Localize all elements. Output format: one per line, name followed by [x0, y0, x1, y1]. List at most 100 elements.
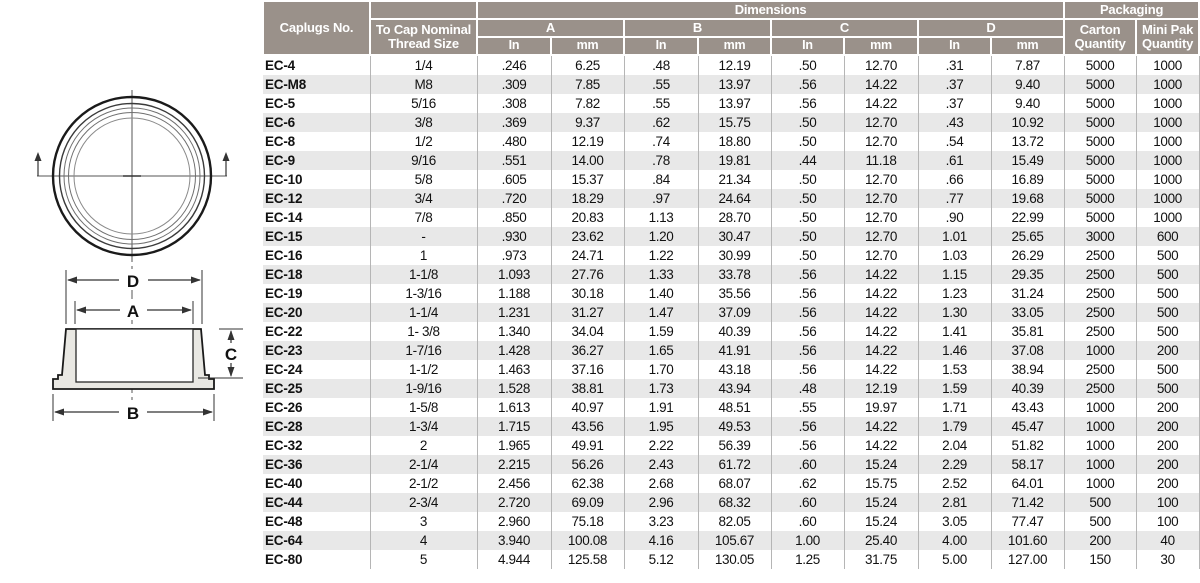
c-in-cell: .48 [771, 379, 845, 398]
table-header: Caplugs No. Dimensions Packaging To Cap … [262, 0, 1200, 56]
minipak-qty-cell: 1000 [1136, 75, 1200, 94]
b-mm-cell: 18.80 [698, 132, 772, 151]
c-mm-cell: 19.97 [844, 398, 919, 417]
b-in-cell: .74 [624, 132, 699, 151]
d-mm-cell: 26.29 [991, 246, 1065, 265]
c-mm-cell: 14.22 [844, 284, 919, 303]
a-mm-cell: 24.71 [551, 246, 625, 265]
cap-technical-drawing: D A C B [34, 90, 243, 423]
d-in-cell: .90 [918, 208, 992, 227]
minipak-qty-cell: 500 [1136, 246, 1200, 265]
caplugs-no-cell: EC-16 [263, 246, 371, 265]
thread-size-cell: 3/4 [370, 189, 478, 208]
d-in-cell: 3.05 [918, 512, 992, 531]
c-in-cell: .56 [771, 322, 845, 341]
minipak-qty-cell: 1000 [1136, 94, 1200, 113]
d-mm-cell: 7.87 [991, 55, 1065, 75]
table-row: EC-9 9/16.551 14.00.78 19.81.44 11.18.61 15.4… [263, 151, 1200, 170]
carton-qty-cell: 2500 [1064, 379, 1137, 398]
carton-qty-cell: 500 [1064, 512, 1137, 531]
table-row: EC-25 1-9/16 1.528 38.81 1.73 43.94.48 12.19 1.… [263, 379, 1200, 398]
header-unit-a-in: In [476, 36, 552, 56]
a-mm-cell: 36.27 [551, 341, 625, 360]
c-mm-cell: 12.70 [844, 170, 919, 189]
a-mm-cell: 38.81 [551, 379, 625, 398]
b-mm-cell: 43.18 [698, 360, 772, 379]
table-row: EC-44 2-3/4 2.720 69.09 2.96 68.32.60 15.24 2.8… [263, 493, 1200, 512]
thread-size-cell: 9/16 [370, 151, 478, 170]
minipak-qty-cell: 500 [1136, 284, 1200, 303]
b-mm-cell: 37.09 [698, 303, 772, 322]
a-in-cell: .551 [477, 151, 552, 170]
c-mm-cell: 14.22 [844, 417, 919, 436]
a-mm-cell: 23.62 [551, 227, 625, 246]
a-in-cell: .369 [477, 113, 552, 132]
caplugs-no-cell: EC-19 [263, 284, 371, 303]
a-in-cell: .973 [477, 246, 552, 265]
section-cut-arrow-right [222, 152, 230, 176]
table-row: EC-15- .930 23.62 1.20 30.47.50 12.70 1.01 25.6… [263, 227, 1200, 246]
d-mm-cell: 9.40 [991, 75, 1065, 94]
caplugs-no-cell: EC-25 [263, 379, 371, 398]
d-mm-cell: 31.24 [991, 284, 1065, 303]
table-row: EC-4 1/4.246 6.25.48 12.19.50 12.70.31 7.87 50… [263, 55, 1200, 75]
caplugs-no-cell: EC-40 [263, 474, 371, 493]
caplugs-no-cell: EC-44 [263, 493, 371, 512]
a-mm-cell: 40.97 [551, 398, 625, 417]
dimension-b: B [52, 394, 215, 423]
c-mm-cell: 12.70 [844, 189, 919, 208]
carton-qty-cell: 2500 [1064, 360, 1137, 379]
a-mm-cell: 15.37 [551, 170, 625, 189]
minipak-qty-cell: 600 [1136, 227, 1200, 246]
d-mm-cell: 127.00 [991, 550, 1065, 569]
a-mm-cell: 125.58 [551, 550, 625, 569]
b-mm-cell: 19.81 [698, 151, 772, 170]
carton-qty-cell: 5000 [1064, 170, 1137, 189]
carton-qty-cell: 5000 [1064, 75, 1137, 94]
b-in-cell: 2.68 [624, 474, 699, 493]
minipak-qty-cell: 500 [1136, 360, 1200, 379]
table-row: EC-23 1-7/16 1.428 36.27 1.65 41.91.56 14.22 1.… [263, 341, 1200, 360]
d-in-cell: 5.00 [918, 550, 992, 569]
c-in-cell: 1.25 [771, 550, 845, 569]
a-in-cell: 2.720 [477, 493, 552, 512]
carton-qty-cell: 1000 [1064, 474, 1137, 493]
a-mm-cell: 100.08 [551, 531, 625, 550]
minipak-qty-cell: 500 [1136, 379, 1200, 398]
table-row: EC-28 1-3/4 1.715 43.56 1.95 49.53.56 14.22 1.7… [263, 417, 1200, 436]
table-row: EC-36 2-1/4 2.215 56.26 2.43 61.72.60 15.24 2.2… [263, 455, 1200, 474]
c-mm-cell: 15.24 [844, 512, 919, 531]
minipak-qty-cell: 500 [1136, 265, 1200, 284]
b-in-cell: 1.73 [624, 379, 699, 398]
header-minipak-quantity: Mini Pak Quantity [1135, 18, 1200, 56]
caplugs-no-cell: EC-18 [263, 265, 371, 284]
a-in-cell: 2.960 [477, 512, 552, 531]
c-mm-cell: 15.24 [844, 455, 919, 474]
caplugs-no-cell: EC-20 [263, 303, 371, 322]
carton-qty-cell: 5000 [1064, 208, 1137, 227]
a-mm-cell: 34.04 [551, 322, 625, 341]
table-body: EC-4 1/4.246 6.25.48 12.19.50 12.70.31 7.87 50… [263, 55, 1200, 569]
b-in-cell: 1.91 [624, 398, 699, 417]
d-mm-cell: 29.35 [991, 265, 1065, 284]
a-mm-cell: 7.85 [551, 75, 625, 94]
minipak-qty-cell: 1000 [1136, 55, 1200, 75]
minipak-qty-cell: 500 [1136, 322, 1200, 341]
caplugs-no-cell: EC-12 [263, 189, 371, 208]
header-unit-d-in: In [917, 36, 992, 56]
d-mm-cell: 43.43 [991, 398, 1065, 417]
table-row: EC-32 2 1.965 49.91 2.22 56.39.56 14.22 2.04 51.… [263, 436, 1200, 455]
d-mm-cell: 38.94 [991, 360, 1065, 379]
thread-size-cell: 1 [370, 246, 478, 265]
thread-size-cell: 1/2 [370, 132, 478, 151]
a-in-cell: 1.613 [477, 398, 552, 417]
d-in-cell: 2.04 [918, 436, 992, 455]
b-in-cell: .48 [624, 55, 699, 75]
carton-qty-cell: 1000 [1064, 341, 1137, 360]
c-mm-cell: 15.24 [844, 493, 919, 512]
d-mm-cell: 35.81 [991, 322, 1065, 341]
minipak-qty-cell: 200 [1136, 436, 1200, 455]
minipak-qty-cell: 1000 [1136, 151, 1200, 170]
carton-qty-cell: 5000 [1064, 132, 1137, 151]
